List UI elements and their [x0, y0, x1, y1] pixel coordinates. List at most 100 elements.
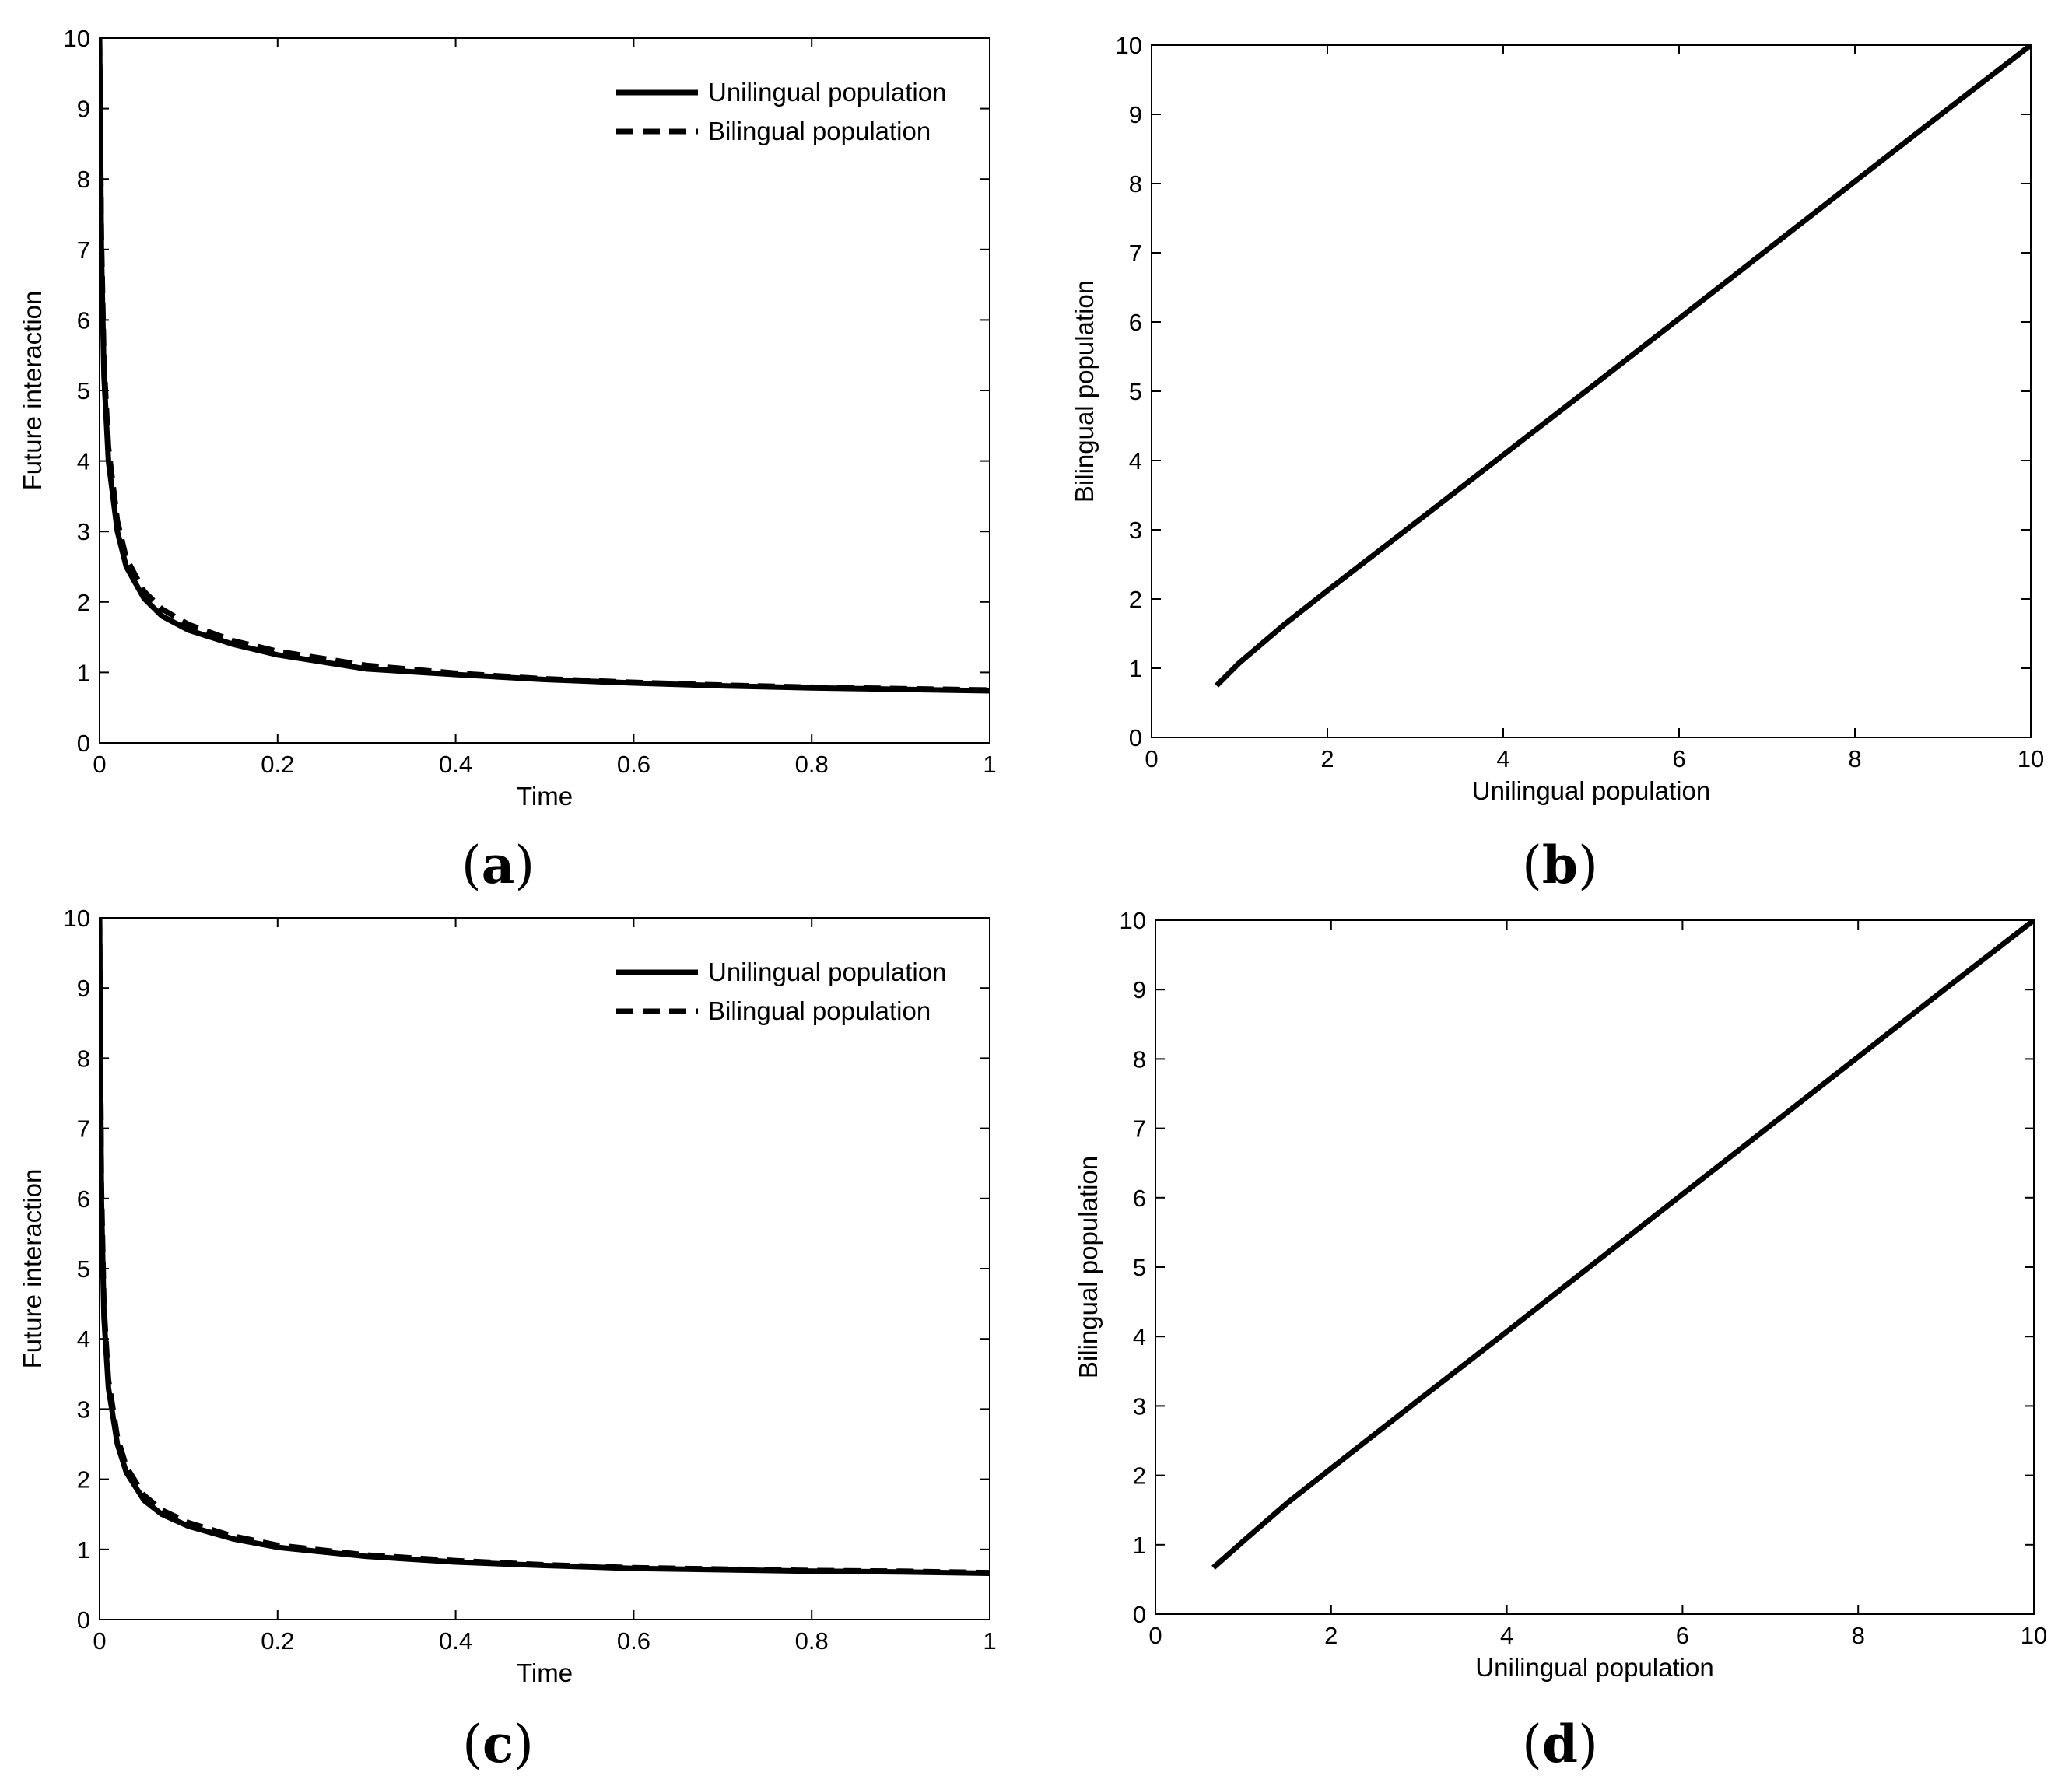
- panel-caption: (b): [1522, 835, 1598, 895]
- y-tick-label: 4: [77, 1325, 90, 1353]
- x-tick-label: 0.8: [795, 1627, 829, 1655]
- caption-open-paren: (: [462, 1714, 482, 1774]
- y-tick-label: 9: [1129, 101, 1142, 128]
- x-tick-label: 4: [1496, 745, 1509, 772]
- caption-letter: a: [482, 835, 515, 895]
- y-tick-label: 8: [1129, 170, 1142, 198]
- x-tick-label: 1: [983, 751, 996, 778]
- x-axis-label: Unilingual population: [1475, 1653, 1713, 1682]
- y-tick-label: 10: [64, 905, 90, 932]
- x-tick-label: 2: [1320, 745, 1334, 772]
- y-axis-label: Bilingual population: [1074, 1156, 1103, 1378]
- y-tick-label: 0: [77, 1606, 90, 1634]
- legend-label: Unilingual population: [708, 958, 946, 986]
- y-tick-label: 6: [1129, 309, 1142, 336]
- x-tick-label: 10: [2018, 745, 2044, 772]
- legend-label: Bilingual population: [708, 996, 931, 1025]
- y-axis-label: Future interaction: [18, 291, 47, 491]
- chart-panel-b: 0 2 4 6 8 10 0 1 2 3 4 5 6 7 8 9 10 Unilingual population…: [1070, 32, 2044, 895]
- caption-close-paren: ): [1578, 1714, 1598, 1774]
- y-tick-label: 1: [77, 1536, 90, 1564]
- x-tick-label: 8: [1848, 745, 1861, 772]
- x-tick-label: 1: [983, 1627, 996, 1655]
- y-tick-label: 2: [77, 589, 90, 616]
- y-tick-label: 9: [1133, 976, 1146, 1003]
- y-tick-label: 4: [1129, 447, 1142, 475]
- y-tick-label: 6: [1133, 1185, 1146, 1212]
- y-tick-label: 10: [1116, 32, 1142, 59]
- x-tick-label: 0: [1148, 1622, 1162, 1649]
- y-tick-label: 6: [77, 306, 90, 334]
- y-tick-label: 0: [1129, 724, 1142, 751]
- x-tick-label: 0: [93, 751, 106, 778]
- caption-open-paren: (: [1522, 1714, 1542, 1774]
- x-tick-label: 2: [1324, 1622, 1338, 1649]
- caption-letter: c: [482, 1714, 514, 1774]
- caption-letter: b: [1542, 835, 1578, 895]
- panel-caption: (d): [1522, 1714, 1598, 1774]
- y-tick-label: 9: [77, 96, 90, 123]
- series-line-bilingual: [100, 918, 990, 1576]
- caption-open-paren: (: [1522, 835, 1542, 895]
- y-tick-label: 2: [77, 1466, 90, 1494]
- y-tick-label: 1: [1129, 655, 1142, 682]
- y-tick-label: 3: [77, 518, 90, 545]
- panel-caption: (a): [461, 835, 535, 895]
- y-tick-label: 2: [1129, 586, 1142, 613]
- y-tick-label: 10: [1120, 907, 1146, 934]
- x-tick-label: 0.4: [439, 1627, 472, 1655]
- y-tick-label: 8: [77, 166, 90, 193]
- x-axis-label: Time: [517, 782, 573, 811]
- x-tick-label: 10: [2021, 1622, 2047, 1649]
- y-tick-label: 1: [77, 659, 90, 686]
- y-tick-label: 1: [1133, 1532, 1146, 1559]
- y-tick-label: 4: [1133, 1323, 1146, 1350]
- y-tick-label: 8: [77, 1045, 90, 1072]
- x-tick-label: 0: [93, 1627, 106, 1655]
- x-tick-label: 0.6: [617, 1627, 650, 1655]
- y-tick-label: 5: [1129, 378, 1142, 405]
- series-line-bilingual: [100, 38, 990, 693]
- x-tick-label: 4: [1500, 1622, 1513, 1649]
- y-tick-label: 7: [77, 1115, 90, 1143]
- y-tick-label: 3: [1129, 517, 1142, 544]
- x-tick-label: 0.6: [617, 751, 650, 778]
- caption-close-paren: ): [514, 1714, 534, 1774]
- x-axis-label: Unilingual population: [1472, 776, 1710, 805]
- y-tick-label: 6: [77, 1185, 90, 1213]
- series-line-unilingual: [1211, 920, 2034, 1570]
- panel-caption: (c): [462, 1714, 534, 1774]
- x-tick-label: 6: [1672, 745, 1685, 772]
- chart-panel-d: 0 2 4 6 8 10 0 1 2 3 4 5 6 7 8 9 10 Unilingual population…: [1074, 907, 2047, 1774]
- x-tick-label: 0.4: [439, 751, 472, 778]
- y-tick-label: 10: [64, 25, 90, 52]
- y-axis-label: Bilingual population: [1070, 280, 1099, 503]
- y-tick-label: 2: [1133, 1462, 1146, 1490]
- y-tick-label: 0: [77, 730, 90, 757]
- y-tick-label: 3: [1133, 1392, 1146, 1420]
- caption-letter: d: [1542, 1714, 1578, 1774]
- y-tick-label: 7: [77, 236, 90, 264]
- y-tick-label: 5: [1133, 1254, 1146, 1281]
- y-tick-label: 8: [1133, 1045, 1146, 1073]
- y-tick-label: 0: [1133, 1601, 1146, 1628]
- y-tick-label: 4: [77, 448, 90, 475]
- legend-label: Unilingual population: [708, 78, 946, 107]
- x-axis-label: Time: [517, 1658, 573, 1687]
- caption-close-paren: ): [1578, 835, 1598, 895]
- caption-open-paren: (: [461, 835, 482, 895]
- legend-label: Bilingual population: [708, 117, 931, 145]
- y-axis-label: Future interaction: [18, 1169, 47, 1369]
- y-tick-label: 3: [77, 1396, 90, 1423]
- caption-close-paren: ): [514, 835, 535, 895]
- y-tick-label: 5: [77, 377, 90, 404]
- series-line-unilingual: [1215, 45, 2031, 688]
- x-tick-label: 0.2: [261, 751, 294, 778]
- x-tick-label: 0: [1145, 745, 1158, 772]
- y-tick-label: 7: [1133, 1115, 1146, 1143]
- y-tick-label: 9: [77, 975, 90, 1002]
- x-tick-label: 0.8: [795, 751, 829, 778]
